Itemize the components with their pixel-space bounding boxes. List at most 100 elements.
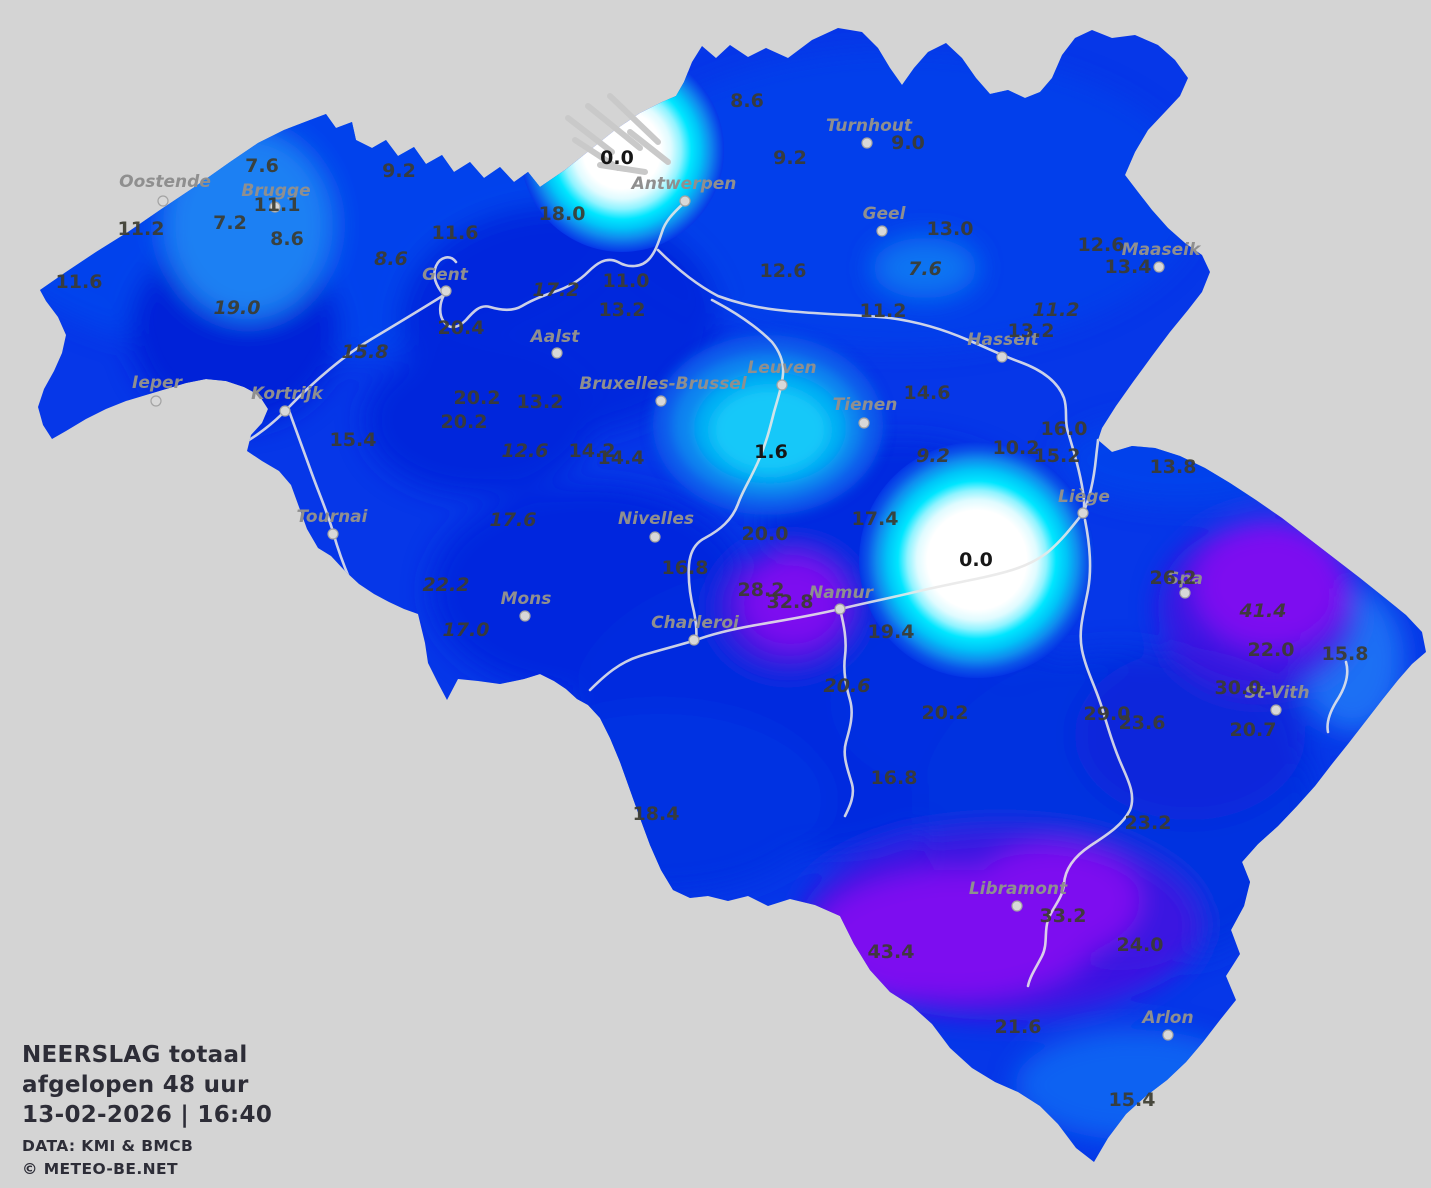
city-dot <box>440 285 452 297</box>
city-label: Spa <box>1167 569 1203 589</box>
city-dot <box>1179 587 1191 599</box>
city-dot <box>679 195 691 207</box>
rain-value-label: 20.4 <box>438 317 485 339</box>
rain-value-label: 17.6 <box>490 509 537 531</box>
rain-value-label: 23.2 <box>1125 812 1172 834</box>
rain-value-label: 20.2 <box>454 387 501 409</box>
data-source: DATA: KMI & BMCB <box>22 1137 194 1155</box>
zero-rain-spot-liege <box>859 442 1095 678</box>
rain-value-label: 21.6 <box>995 1016 1042 1038</box>
city-label: Geel <box>863 204 907 224</box>
rain-value-label: 7.6 <box>245 155 279 177</box>
city-dot <box>279 405 291 417</box>
rain-value-label: 1.6 <box>754 441 788 463</box>
rain-value-label: 7.2 <box>213 212 247 234</box>
rain-value-label: 8.6 <box>730 90 764 112</box>
city-label: Oostende <box>119 172 211 192</box>
city-dot <box>776 379 788 391</box>
city-dot <box>996 351 1008 363</box>
rain-value-label: 20.2 <box>922 702 969 724</box>
rain-value-label: 7.6 <box>908 258 942 280</box>
rain-value-label: 13.8 <box>1150 456 1197 478</box>
city-dot <box>876 225 888 237</box>
rain-value-label: 9.2 <box>916 445 950 467</box>
rain-value-label: 12.6 <box>760 260 807 282</box>
rain-value-label: 26.2 <box>1150 567 1197 589</box>
city-dot <box>269 201 281 213</box>
city-label: Brugge <box>241 181 310 201</box>
city-dot <box>688 634 700 646</box>
city-dot <box>649 531 661 543</box>
city-dot <box>858 417 870 429</box>
city-label: Turnhout <box>826 116 913 136</box>
rain-value-label: 23.6 <box>1119 712 1166 734</box>
rain-value-label: 14.4 <box>598 447 645 469</box>
city-dot <box>150 395 162 407</box>
cities-layer: Oostende Brugge Antwerpen Turnhout Geel Maase… <box>119 116 1310 1041</box>
rain-value-label: 20.0 <box>742 523 789 545</box>
rain-value-label: 8.6 <box>374 248 408 270</box>
city-dot <box>1077 507 1089 519</box>
rain-value-label: 15.8 <box>342 341 389 363</box>
rain-value-label: 20.6 <box>824 675 871 697</box>
city-label: Maaseik <box>1122 240 1202 260</box>
city-dot <box>1153 261 1165 273</box>
rain-value-label: 19.0 <box>214 297 261 319</box>
copyright: © METEO-BE.NET <box>22 1160 178 1178</box>
city-dot <box>655 395 667 407</box>
rain-value-label: 11.0 <box>603 270 650 292</box>
rain-value-label: 13.2 <box>517 391 564 413</box>
rain-value-label: 13.2 <box>599 299 646 321</box>
city-label: Ieper <box>132 373 184 393</box>
rain-value-label: 22.0 <box>1248 639 1295 661</box>
rain-value-label: 13.4 <box>1105 256 1152 278</box>
city-label: Bruxelles-Brussel <box>579 374 748 394</box>
city-label: Kortrijk <box>251 384 324 404</box>
city-label: Tienen <box>833 395 898 415</box>
city-dot <box>834 603 846 615</box>
rain-value-label: 0.0 <box>600 147 634 169</box>
rain-value-label: 32.8 <box>767 591 814 613</box>
city-dot <box>519 610 531 622</box>
city-label: Hasselt <box>967 330 1039 350</box>
city-label: St-Vith <box>1244 683 1309 703</box>
city-label: Charleroi <box>651 613 740 633</box>
rain-value-label: 17.4 <box>852 508 899 530</box>
city-label: Tournai <box>297 507 369 527</box>
rain-value-label: 10.2 <box>993 437 1040 459</box>
rain-value-label: 16.8 <box>871 767 918 789</box>
rivers-layer <box>226 201 1349 988</box>
rain-value-label: 28.2 <box>738 579 785 601</box>
rain-value-label: 29.0 <box>1084 703 1131 725</box>
city-label: Liège <box>1058 487 1110 507</box>
rain-value-label: 9.0 <box>891 132 925 154</box>
rain-value-label: 12.6 <box>1078 234 1125 256</box>
rain-value-label: 30.0 <box>1215 677 1262 699</box>
rain-value-label: 9.2 <box>382 160 416 182</box>
rain-value-label: 8.6 <box>270 228 304 250</box>
rain-value-label: 11.2 <box>118 218 165 240</box>
rain-value-label: 11.6 <box>56 271 103 293</box>
rain-value-label: 12.6 <box>502 440 549 462</box>
map-datetime: 13-02-2026 | 16:40 <box>22 1102 273 1128</box>
rain-value-label: 22.2 <box>423 574 470 596</box>
rain-value-label: 14.2 <box>569 440 616 462</box>
city-dot <box>861 137 873 149</box>
city-dot <box>1270 704 1282 716</box>
rain-value-label: 14.6 <box>904 382 951 404</box>
rain-value-label: 18.4 <box>633 803 680 825</box>
rain-values-layer: 0.0 0.0 1.6 8.6 9.2 9.0 7.6 9.2 11.2 7.2 11.1 8.6 11… <box>56 90 1369 1111</box>
title-block: NEERSLAG totaal afgelopen 48 uur 13-02-2… <box>22 1040 272 1181</box>
rain-value-label: 33.2 <box>1040 905 1087 927</box>
city-label: Leuven <box>747 358 816 378</box>
city-label: Libramont <box>969 879 1068 899</box>
rain-value-label: 17.0 <box>443 619 490 641</box>
leuven-low-rain-blob <box>653 335 883 515</box>
rain-value-label: 20.2 <box>441 411 488 433</box>
city-label: Nivelles <box>618 509 694 529</box>
rain-value-label: 11.6 <box>432 222 479 244</box>
rain-value-label: 0.0 <box>959 549 993 571</box>
rain-value-label: 18.0 <box>539 203 586 225</box>
